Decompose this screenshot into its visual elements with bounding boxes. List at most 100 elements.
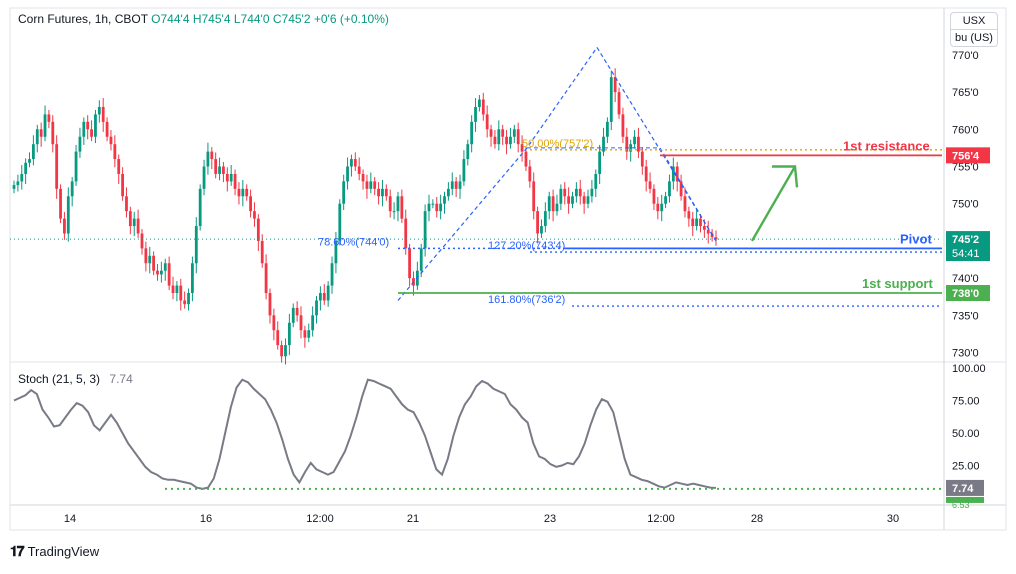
candle-body xyxy=(94,114,97,137)
level-price-tag-text: 738'0 xyxy=(952,288,979,300)
candle-body xyxy=(148,255,152,264)
candle-body xyxy=(357,166,361,174)
candle-body xyxy=(547,196,551,212)
candle-body xyxy=(342,181,346,204)
candle-body xyxy=(574,188,578,197)
candle-body xyxy=(450,181,454,189)
price-tick-label: 740'0 xyxy=(952,273,979,285)
price-tick-label: 760'0 xyxy=(952,124,979,136)
candle-body xyxy=(695,218,699,227)
candle-body xyxy=(512,129,516,137)
candle-body xyxy=(532,181,536,212)
candle-body xyxy=(272,315,276,331)
candle-body xyxy=(660,203,664,212)
candle-body xyxy=(74,151,78,182)
candle-body xyxy=(462,159,466,182)
candle-body xyxy=(606,121,609,137)
candle-body xyxy=(86,121,90,130)
candle-body xyxy=(381,188,384,197)
candle-body xyxy=(291,307,295,323)
candle-body xyxy=(586,196,590,204)
candle-body xyxy=(427,203,431,212)
time-tick-label: 28 xyxy=(751,513,763,525)
candle-body xyxy=(156,270,159,275)
candle-body xyxy=(377,188,380,197)
stoch-value-tag-text: 7.74 xyxy=(952,483,974,495)
candle-body xyxy=(435,203,439,212)
candle-body xyxy=(485,114,489,130)
candle-body xyxy=(524,151,528,167)
candle-body xyxy=(439,203,443,212)
fib-level-label: 50.00%(757'2) xyxy=(522,138,593,150)
high-value: H745'4 xyxy=(192,12,231,26)
candle-body xyxy=(540,226,543,234)
candle-body xyxy=(28,159,31,163)
candle-body xyxy=(543,211,547,227)
brand[interactable]: 𝟏𝟕 TradingView xyxy=(10,543,99,560)
candle-body xyxy=(683,196,687,212)
candle-body xyxy=(132,218,136,227)
candle-body xyxy=(128,211,132,227)
candle-body xyxy=(617,92,621,115)
candle-body xyxy=(446,188,450,197)
candle-body xyxy=(63,218,66,234)
candle-body xyxy=(640,151,644,167)
change-value: +0'6 (+0.10%) xyxy=(313,12,389,26)
candle-body xyxy=(497,129,501,145)
candle-body xyxy=(613,77,617,93)
candle-body xyxy=(136,218,140,234)
candle-body xyxy=(229,173,233,182)
candle-body xyxy=(582,196,586,204)
candle-body xyxy=(536,211,539,234)
candle-body xyxy=(191,263,194,294)
candle-body xyxy=(125,196,128,212)
symbol-header: Corn Futures, 1h, CBOT O744'4 H745'4 L74… xyxy=(18,12,389,26)
candle-body xyxy=(699,218,702,227)
candle-body xyxy=(295,307,299,316)
level-label: 1st support xyxy=(862,276,933,291)
candle-body xyxy=(198,188,202,227)
candle-body xyxy=(253,211,256,219)
candle-body xyxy=(590,188,594,197)
stoch-value-tag xyxy=(946,479,984,496)
candle-body xyxy=(478,99,481,107)
candle-body xyxy=(101,106,105,122)
candle-body xyxy=(233,173,237,189)
pattern-leg-xa xyxy=(397,47,598,301)
candle-body xyxy=(311,315,315,331)
candle-body xyxy=(578,188,582,197)
candle-body xyxy=(284,345,287,357)
candle-body xyxy=(365,181,369,189)
candle-body xyxy=(396,196,400,212)
candle-body xyxy=(167,263,171,286)
price-tick-label: 755'0 xyxy=(952,162,979,174)
candle-body xyxy=(567,196,571,204)
candle-body xyxy=(256,218,260,241)
time-tick-label: 23 xyxy=(544,513,556,525)
time-tick-label: 21 xyxy=(407,513,419,525)
candle-body xyxy=(509,136,512,145)
candle-body xyxy=(369,181,373,189)
candle-body xyxy=(264,263,268,294)
candle-body xyxy=(633,136,636,145)
candle-body xyxy=(594,173,598,189)
candle-body xyxy=(470,121,474,145)
unit-label: bu (US) xyxy=(951,29,997,46)
candle-body xyxy=(206,151,210,167)
candle-body xyxy=(171,285,175,294)
currency-unit-selector[interactable]: USX bu (US) xyxy=(950,12,998,47)
candle-body xyxy=(318,293,322,301)
candle-body xyxy=(31,144,35,160)
candle-body xyxy=(423,211,427,249)
symbol-title[interactable]: Corn Futures, 1h, CBOT xyxy=(18,12,148,26)
projection-arrow-shaft xyxy=(750,165,797,242)
candle-body xyxy=(361,173,365,182)
stoch-tick-label: 100.00 xyxy=(952,363,986,375)
candle-body xyxy=(431,203,435,205)
candle-body xyxy=(268,293,272,316)
candle-body xyxy=(691,218,695,227)
candle-body xyxy=(466,144,470,160)
candle-body xyxy=(35,129,39,145)
stoch-label[interactable]: Stoch (21, 5, 3) xyxy=(18,372,101,386)
candle-body xyxy=(656,203,660,212)
